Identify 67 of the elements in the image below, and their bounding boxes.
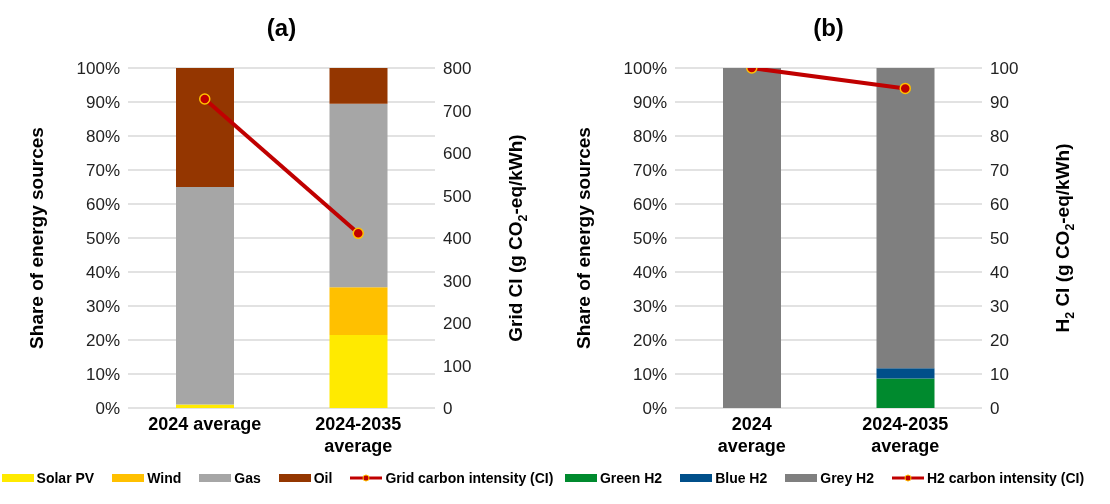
legend-label: Blue H2 xyxy=(715,470,768,486)
y-tick-label: 40% xyxy=(632,263,667,283)
y2-tick-label: 600 xyxy=(443,144,472,164)
y2-tick-label: 80 xyxy=(990,127,1009,147)
y2-tick-label: 90 xyxy=(990,93,1009,113)
y2-tick-label: 0 xyxy=(443,399,453,419)
x-tick-label: 2024-2035 average xyxy=(862,414,949,456)
legend-label: Solar PV xyxy=(36,470,95,486)
bar xyxy=(329,68,388,104)
y2-tick-label: 400 xyxy=(443,229,472,249)
y-tick-label: 80% xyxy=(632,127,667,147)
y-tick-label: 40% xyxy=(85,263,120,283)
y-tick-label: 90% xyxy=(85,93,120,113)
chart-title: (a) xyxy=(265,13,298,43)
legend-label: Grid carbon intensity (CI) xyxy=(385,470,554,486)
legend-label: Wind xyxy=(147,470,182,486)
y-tick-label: 60% xyxy=(85,195,120,215)
y2-tick-label: 200 xyxy=(443,314,472,334)
y-tick-label: 50% xyxy=(85,229,120,249)
y2-tick-label: 40 xyxy=(990,263,1009,283)
y-tick-label: 0% xyxy=(642,399,667,419)
y2-tick-label: 10 xyxy=(990,365,1009,385)
y2-tick-label: 100 xyxy=(990,59,1019,79)
y-tick-label: 20% xyxy=(632,331,667,351)
y-tick-label: 100% xyxy=(623,59,667,79)
y-tick-label: 0% xyxy=(95,399,120,419)
y-tick-label: 90% xyxy=(632,93,667,113)
legend-label: H2 carbon intensity (CI) xyxy=(926,470,1085,486)
y-tick-label: 80% xyxy=(85,127,120,147)
legend-label: Grey H2 xyxy=(820,470,874,486)
y-axis-title: Share of energy sources xyxy=(573,127,595,349)
bar xyxy=(876,68,935,369)
y2-tick-label: 0 xyxy=(990,399,1000,419)
chart-title: (b) xyxy=(812,13,845,43)
x-tick-label: 2024-2035 average xyxy=(315,414,402,456)
y2-tick-label: 60 xyxy=(990,195,1009,215)
y2-tick-label: 30 xyxy=(990,297,1009,317)
bar xyxy=(876,378,935,408)
y2-tick-label: 70 xyxy=(990,161,1009,181)
y2-tick-label: 500 xyxy=(443,186,472,206)
y-axis-title: Share of energy sources xyxy=(26,127,48,349)
x-tick-label: 2024 average xyxy=(717,414,786,456)
y-tick-label: 100% xyxy=(76,59,120,79)
y-tick-label: 70% xyxy=(632,161,667,181)
bar xyxy=(176,187,234,405)
y2-tick-label: 100 xyxy=(443,356,472,376)
y2-tick-label: 300 xyxy=(443,271,472,291)
y2-tick-label: 700 xyxy=(443,101,472,121)
y-tick-label: 50% xyxy=(632,229,667,249)
y2-tick-label: 20 xyxy=(990,331,1009,351)
y-tick-label: 10% xyxy=(85,365,120,385)
bar xyxy=(329,287,388,335)
legend-label: Green H2 xyxy=(599,470,663,486)
y-tick-label: 10% xyxy=(632,365,667,385)
legend-label: Gas xyxy=(234,470,261,486)
y-tick-label: 30% xyxy=(85,297,120,317)
y-tick-label: 20% xyxy=(85,331,120,351)
y-tick-label: 70% xyxy=(85,161,120,181)
bar xyxy=(723,68,781,408)
y-tick-label: 60% xyxy=(632,195,667,215)
bar xyxy=(876,368,935,379)
legend-label: Oil xyxy=(313,470,333,486)
x-tick-label: 2024 average xyxy=(148,414,262,434)
y-tick-label: 30% xyxy=(632,297,667,317)
bar xyxy=(329,334,388,408)
y2-tick-label: 800 xyxy=(443,59,472,79)
y2-tick-label: 50 xyxy=(990,229,1009,249)
